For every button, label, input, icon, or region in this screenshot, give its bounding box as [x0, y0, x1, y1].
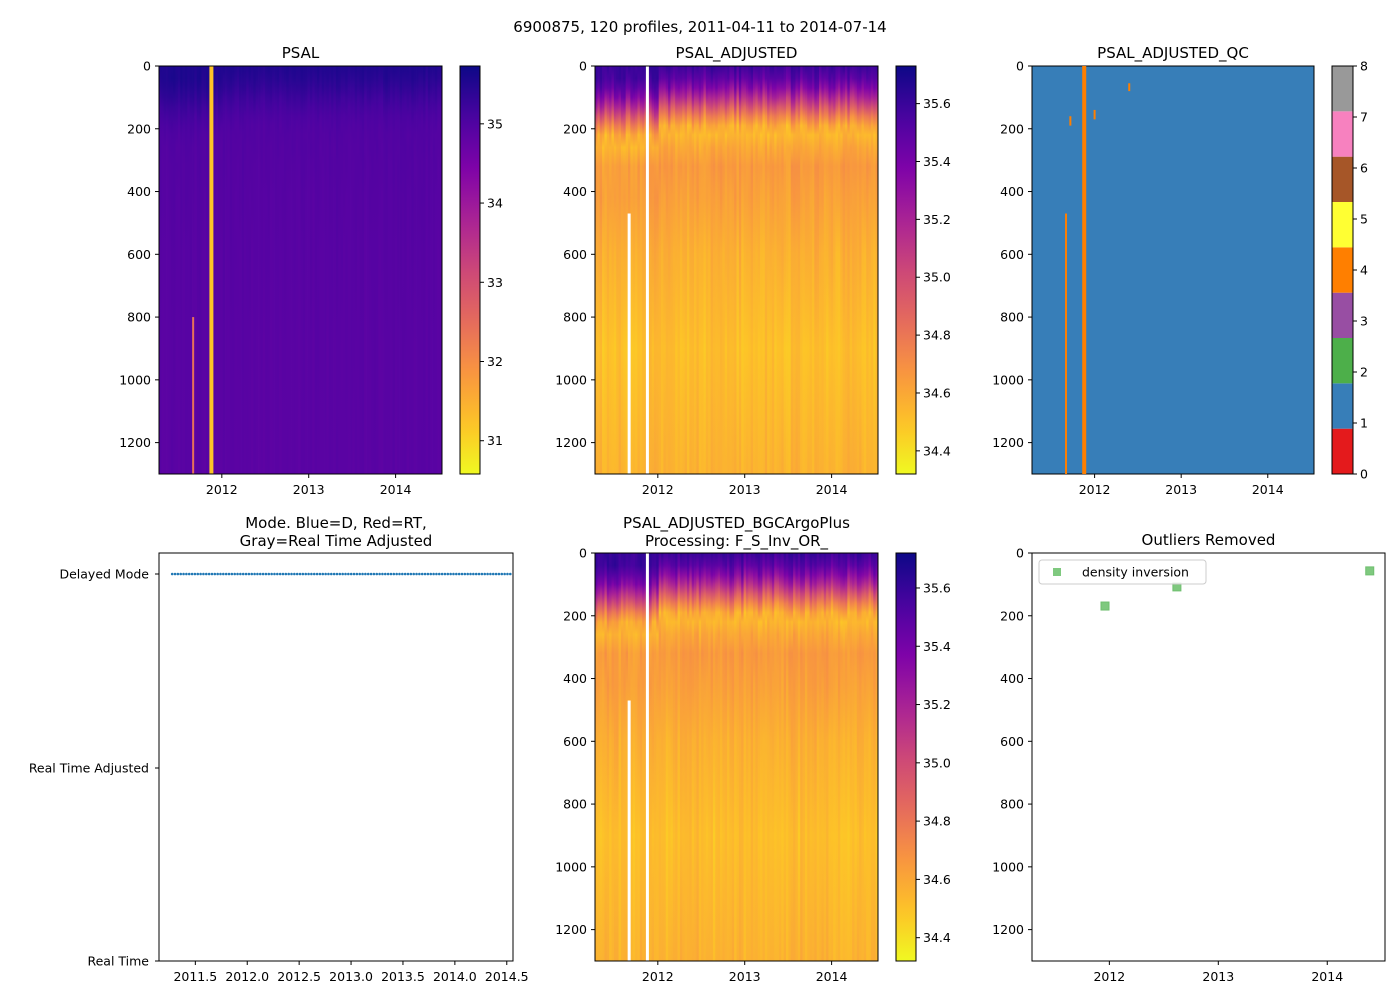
figure: 6900875, 120 profiles, 2011-04-11 to 201…: [0, 0, 1400, 1000]
